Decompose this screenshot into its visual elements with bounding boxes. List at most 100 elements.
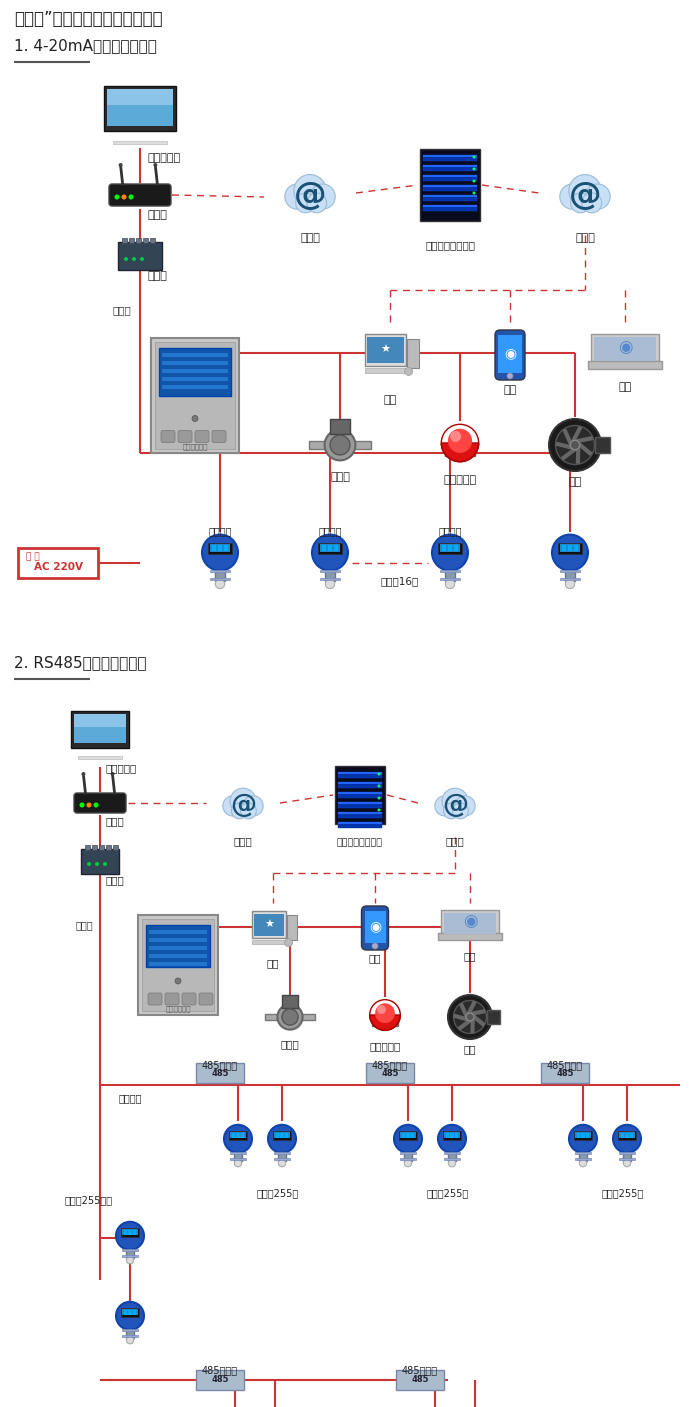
Bar — [106, 844, 111, 850]
Bar — [287, 916, 298, 940]
Circle shape — [87, 802, 92, 808]
Circle shape — [115, 194, 120, 200]
Bar — [241, 1133, 244, 1138]
Bar — [120, 117, 160, 122]
Bar — [273, 1131, 291, 1140]
Bar — [620, 1158, 635, 1161]
Bar — [320, 570, 340, 573]
Text: 路由器: 路由器 — [148, 210, 168, 219]
Bar — [162, 360, 228, 364]
Text: ◉: ◉ — [504, 346, 516, 360]
Bar — [104, 86, 176, 131]
Circle shape — [375, 1003, 395, 1023]
Bar — [448, 545, 452, 552]
Bar — [423, 155, 477, 160]
Circle shape — [282, 1009, 298, 1026]
Bar — [124, 1230, 127, 1235]
Bar — [210, 545, 230, 552]
Text: 可连接255台台: 可连接255台台 — [65, 1195, 113, 1204]
Bar — [320, 578, 340, 580]
Circle shape — [448, 995, 492, 1038]
Bar — [625, 1133, 629, 1138]
Bar — [252, 940, 286, 944]
Bar — [420, 149, 480, 221]
Bar — [196, 1064, 244, 1083]
Text: 485中继器: 485中继器 — [202, 1365, 238, 1375]
Circle shape — [585, 184, 610, 210]
Text: 手机: 手机 — [503, 386, 517, 395]
Circle shape — [111, 772, 115, 777]
Text: 电磁阀: 电磁阀 — [330, 471, 350, 483]
Circle shape — [230, 788, 256, 815]
Bar — [444, 1158, 460, 1161]
Bar — [446, 1133, 449, 1138]
Circle shape — [473, 167, 475, 170]
Text: 互联网: 互联网 — [575, 234, 595, 243]
Bar — [444, 449, 475, 456]
Circle shape — [312, 535, 348, 571]
Bar — [74, 713, 126, 727]
FancyBboxPatch shape — [178, 431, 192, 442]
Circle shape — [310, 184, 335, 210]
Wedge shape — [441, 443, 479, 461]
Bar — [338, 772, 382, 774]
Circle shape — [279, 1159, 286, 1166]
Circle shape — [87, 862, 91, 865]
Bar — [85, 844, 90, 850]
Bar — [423, 205, 477, 211]
Bar — [122, 1255, 138, 1256]
Circle shape — [307, 193, 327, 212]
Bar — [136, 238, 141, 243]
Text: ★: ★ — [381, 345, 391, 355]
Bar — [282, 995, 298, 1007]
Bar — [444, 571, 456, 581]
Bar — [229, 1131, 247, 1140]
Text: 可连接255台: 可连接255台 — [257, 1188, 299, 1197]
Bar — [150, 238, 155, 243]
Bar — [400, 1152, 416, 1154]
Circle shape — [549, 419, 601, 471]
Bar — [587, 362, 662, 369]
Bar — [209, 543, 232, 554]
Text: 声光报警器: 声光报警器 — [443, 476, 477, 485]
Circle shape — [116, 1221, 144, 1249]
Bar — [138, 915, 218, 1014]
Bar — [330, 419, 350, 433]
Bar — [121, 1228, 139, 1237]
Bar — [575, 1133, 591, 1138]
Text: @: @ — [568, 180, 601, 211]
Bar — [400, 1133, 416, 1138]
Circle shape — [613, 1124, 641, 1152]
Bar — [423, 174, 477, 177]
Text: 信号输出: 信号输出 — [318, 526, 342, 536]
Circle shape — [122, 194, 127, 200]
Bar — [237, 1133, 239, 1138]
Bar — [338, 772, 382, 778]
Bar — [498, 335, 522, 373]
Bar — [124, 1310, 127, 1314]
Bar — [149, 938, 207, 943]
Circle shape — [377, 796, 381, 799]
Bar — [309, 440, 371, 449]
Circle shape — [325, 429, 356, 460]
Text: 机气猫”系列带显示固定式检测仪: 机气猫”系列带显示固定式检测仪 — [14, 10, 162, 28]
Bar — [159, 348, 231, 395]
Bar — [278, 1152, 286, 1161]
FancyBboxPatch shape — [148, 993, 162, 1005]
Bar — [338, 782, 382, 784]
Bar — [149, 946, 207, 950]
Bar — [560, 570, 580, 573]
Bar — [559, 543, 582, 554]
Circle shape — [377, 785, 381, 788]
Bar — [113, 844, 118, 850]
Bar — [594, 338, 656, 362]
Circle shape — [394, 1124, 422, 1152]
Text: 信号输出: 信号输出 — [209, 526, 232, 536]
Bar — [107, 89, 173, 106]
Bar — [407, 339, 419, 367]
Circle shape — [223, 796, 243, 816]
Text: 终端: 终端 — [618, 381, 631, 393]
Bar — [594, 438, 610, 453]
Circle shape — [455, 796, 475, 816]
FancyBboxPatch shape — [495, 331, 525, 380]
